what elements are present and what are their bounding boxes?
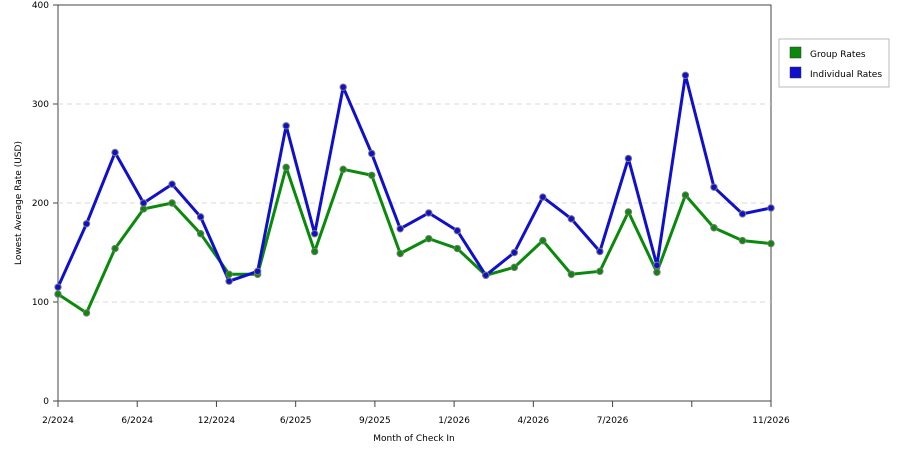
grid-lines bbox=[58, 103, 771, 303]
x-tick-label: 1/2026 bbox=[438, 416, 470, 426]
data-point-1 bbox=[225, 277, 233, 285]
data-point-1 bbox=[368, 149, 376, 158]
data-point-1 bbox=[111, 148, 119, 157]
data-point-1 bbox=[425, 209, 433, 217]
data-point-1 bbox=[282, 122, 290, 130]
series-line-1 bbox=[56, 73, 773, 289]
x-tick-label: 4/2026 bbox=[517, 416, 549, 426]
data-point-0 bbox=[368, 171, 376, 179]
series-points bbox=[54, 71, 775, 317]
data-point-1 bbox=[596, 247, 604, 256]
data-point-1 bbox=[482, 271, 490, 279]
y-tick-label: 200 bbox=[32, 199, 49, 209]
data-point-0 bbox=[54, 290, 62, 298]
data-point-1 bbox=[396, 225, 404, 233]
data-point-0 bbox=[453, 244, 461, 253]
data-point-0 bbox=[396, 249, 404, 258]
data-point-1 bbox=[453, 227, 461, 235]
legend: Group Rates Individual Rates bbox=[778, 38, 890, 88]
legend-label-group-rates: Group Rates bbox=[810, 50, 866, 60]
x-tick-label: 2/2024 bbox=[42, 416, 74, 426]
x-tick-label: 12/2024 bbox=[198, 416, 236, 426]
series-lines bbox=[56, 73, 773, 315]
data-point-0 bbox=[310, 247, 319, 256]
data-point-1 bbox=[168, 180, 176, 188]
data-point-1 bbox=[82, 220, 91, 228]
data-point-1 bbox=[653, 261, 661, 270]
data-point-0 bbox=[168, 199, 176, 207]
data-point-1 bbox=[567, 215, 576, 223]
data-point-1 bbox=[339, 83, 347, 91]
data-point-0 bbox=[681, 191, 690, 199]
legend-label-individual-rates: Individual Rates bbox=[810, 70, 882, 80]
x-tick-label: 7/2026 bbox=[597, 416, 629, 426]
data-point-0 bbox=[539, 236, 547, 245]
data-point-0 bbox=[139, 205, 148, 213]
data-point-1 bbox=[510, 248, 519, 257]
data-point-0 bbox=[767, 239, 775, 248]
data-point-0 bbox=[339, 165, 347, 174]
data-point-0 bbox=[225, 270, 233, 278]
data-point-0 bbox=[710, 224, 718, 232]
data-point-1 bbox=[710, 183, 718, 191]
legend-swatch-group-rates bbox=[789, 46, 802, 59]
data-point-0 bbox=[653, 268, 661, 276]
data-point-0 bbox=[624, 208, 633, 216]
data-point-1 bbox=[539, 193, 547, 201]
data-point-0 bbox=[567, 270, 576, 278]
data-point-1 bbox=[139, 199, 148, 207]
data-point-0 bbox=[596, 267, 604, 276]
legend-swatch-individual-rates bbox=[789, 66, 802, 79]
data-point-1 bbox=[196, 213, 205, 221]
data-point-1 bbox=[681, 71, 690, 79]
data-point-0 bbox=[738, 236, 747, 245]
data-point-1 bbox=[624, 154, 633, 163]
data-point-1 bbox=[310, 229, 319, 238]
x-tick-label: 6/2025 bbox=[280, 416, 312, 426]
data-point-1 bbox=[767, 204, 775, 212]
y-tick-label: 400 bbox=[32, 1, 49, 11]
y-axis: 0 100 200 300 400 bbox=[32, 1, 58, 407]
y-tick-label: 0 bbox=[43, 397, 49, 407]
data-point-0 bbox=[282, 163, 290, 172]
data-point-0 bbox=[196, 229, 205, 238]
data-point-0 bbox=[510, 263, 519, 272]
data-point-0 bbox=[111, 244, 119, 253]
x-tick-label: 9/2025 bbox=[359, 416, 391, 426]
x-axis-title: Month of Check In bbox=[373, 434, 455, 444]
data-point-1 bbox=[54, 283, 62, 291]
data-point-0 bbox=[82, 309, 91, 317]
y-tick-label: 300 bbox=[32, 100, 49, 110]
y-tick-label: 100 bbox=[32, 298, 49, 308]
data-point-1 bbox=[253, 267, 262, 276]
series-line-0 bbox=[56, 165, 773, 315]
data-point-1 bbox=[738, 210, 747, 218]
x-tick-label: 6/2024 bbox=[121, 416, 153, 426]
x-tick-label: 11/2026 bbox=[752, 416, 790, 426]
data-point-0 bbox=[425, 234, 433, 243]
x-axis: 2/2024 6/2024 12/2024 6/2025 9/2025 1/2026 4/2… bbox=[42, 401, 790, 426]
y-axis-title: Lowest Average Rate (USD) bbox=[14, 141, 24, 265]
